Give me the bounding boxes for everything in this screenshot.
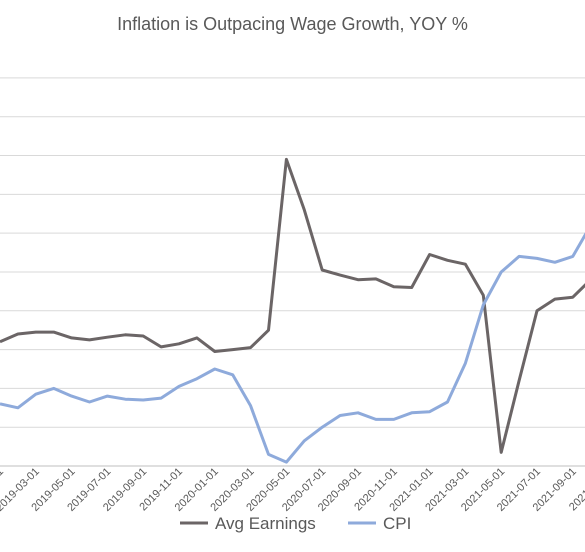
- chart-title: Inflation is Outpacing Wage Growth, YOY …: [117, 14, 468, 34]
- x-axis-tick-labels: 2019-01-012019-03-012019-05-012019-07-01…: [0, 466, 585, 514]
- gridlines: [0, 77, 585, 467]
- legend: Avg Earnings CPI: [180, 514, 411, 533]
- series-line-avg-earnings: [0, 157, 585, 454]
- series-lines: [0, 157, 585, 464]
- series-line-cpi: [0, 232, 585, 464]
- legend-label: Avg Earnings: [215, 514, 316, 533]
- legend-label: CPI: [383, 514, 411, 533]
